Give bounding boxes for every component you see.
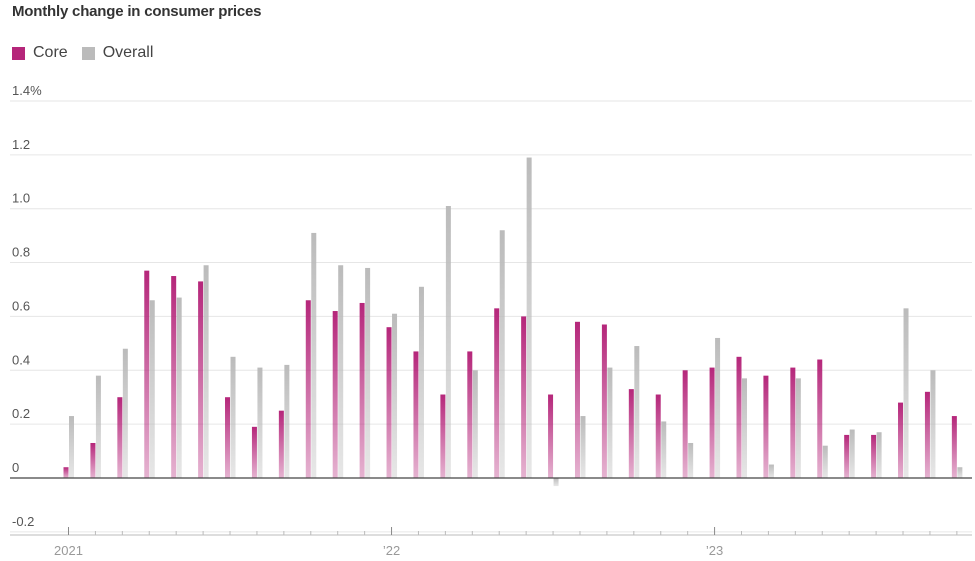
bar-core [844, 434, 850, 478]
legend-label-overall: Overall [102, 44, 154, 61]
bar-core [63, 467, 69, 478]
bar-overall [230, 356, 236, 478]
bar-core [225, 397, 231, 478]
bar-core [951, 416, 957, 478]
bar-overall [849, 429, 855, 478]
y-tick-label: 0.8 [12, 245, 30, 260]
legend-item-core: Core [12, 44, 68, 62]
y-axis-tick-labels: -0.2 0 0.2 0.4 0.6 0.8 1.0 1.2 1.4% [12, 83, 42, 529]
bar-overall [176, 297, 182, 478]
y-tick-label: 0.2 [12, 406, 30, 421]
bar-overall [338, 265, 344, 478]
bar-core [682, 370, 688, 478]
y-tick-label: -0.2 [12, 514, 34, 529]
bar-overall [688, 442, 694, 478]
bar-core [521, 316, 527, 478]
legend-item-overall: Overall [81, 44, 154, 62]
bar-overall [526, 157, 532, 478]
legend-label-core: Core [33, 44, 68, 61]
bar-core [278, 410, 284, 478]
bar-core [628, 389, 634, 478]
bar-overall [553, 478, 559, 487]
y-tick-label: 0.4 [12, 352, 30, 367]
bar-overall [499, 230, 505, 478]
bar-core [736, 356, 742, 478]
bar-overall [822, 445, 828, 478]
gridlines [10, 100, 972, 533]
y-tick-label: 1.2 [12, 137, 30, 152]
bar-core [413, 351, 419, 478]
bar-overall [876, 432, 882, 478]
bar-overall [418, 286, 424, 478]
bars [63, 157, 963, 487]
bar-overall [445, 206, 451, 478]
bar-overall [715, 337, 721, 478]
x-tick-label: 2021 [54, 543, 83, 558]
bar-core [359, 302, 365, 478]
bar-core [898, 402, 904, 478]
bar-core [386, 327, 392, 478]
bar-overall [472, 370, 478, 478]
bar-core [548, 394, 554, 478]
bar-overall [311, 232, 317, 478]
y-tick-label: 0.6 [12, 298, 30, 313]
bar-overall [203, 265, 209, 478]
bar-core [494, 308, 500, 478]
bar-core [601, 324, 607, 478]
bar-core [467, 351, 473, 478]
bar-overall [257, 367, 263, 478]
bar-core [763, 375, 769, 478]
bar-core [251, 426, 257, 478]
bar-overall [122, 348, 128, 478]
bar-overall [607, 367, 613, 478]
bar-overall [742, 378, 747, 478]
bar-overall [768, 464, 774, 478]
y-tick-label: 1.4% [12, 83, 42, 98]
x-tick-label: ’22 [383, 543, 400, 558]
bar-overall [795, 378, 801, 478]
bar-core [655, 394, 661, 478]
bar-core [790, 367, 796, 478]
bar-core [574, 321, 580, 478]
bar-core [871, 434, 877, 478]
bar-overall [957, 467, 963, 478]
bar-overall [661, 421, 667, 478]
bar-core [817, 359, 823, 478]
y-tick-label: 0 [12, 460, 19, 475]
bar-core [305, 300, 311, 478]
x-tick-label: ’23 [706, 543, 723, 558]
legend-swatch-core [12, 46, 25, 60]
bar-overall [149, 300, 155, 478]
bar-overall [392, 313, 398, 478]
legend: Core Overall [12, 44, 167, 62]
legend-swatch-overall [81, 46, 95, 60]
bar-core [144, 270, 150, 478]
y-tick-label: 1.0 [12, 191, 30, 206]
bar-overall [580, 416, 586, 478]
bar-overall [365, 267, 371, 478]
bar-core [709, 367, 715, 478]
bar-overall [95, 375, 101, 478]
chart-title: Monthly change in consumer prices [12, 3, 262, 20]
bar-overall [903, 308, 909, 478]
bar-core [440, 394, 446, 478]
bar-overall [930, 370, 936, 478]
bar-overall [69, 416, 74, 478]
bar-core [117, 397, 123, 478]
bar-core [198, 281, 204, 478]
bar-overall [634, 346, 640, 478]
bar-core [90, 442, 96, 478]
bar-core [171, 276, 177, 478]
bar-core [924, 391, 930, 478]
x-axis: 2021 ’22 ’23 [10, 477, 972, 558]
bar-overall [284, 364, 290, 478]
bar-core [332, 311, 338, 478]
